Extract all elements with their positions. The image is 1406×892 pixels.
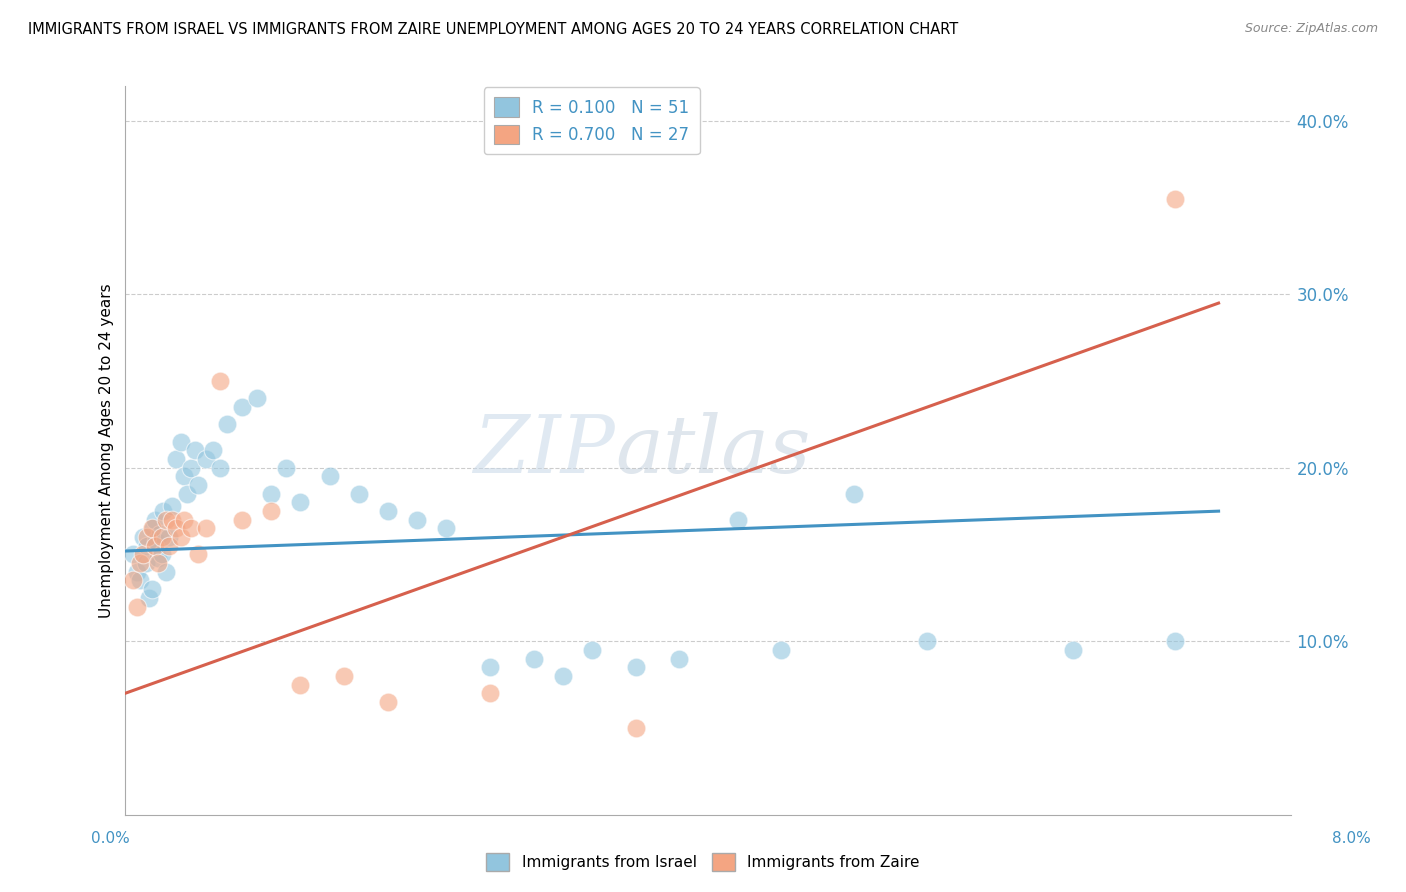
Point: [180, 460, 202, 475]
Point: [170, 530, 193, 544]
Point: [347, 487, 370, 501]
Point: [135, 556, 157, 570]
Point: [157, 530, 180, 544]
Point: [406, 513, 429, 527]
Point: [166, 521, 188, 535]
Point: [121, 548, 143, 562]
Point: [136, 539, 159, 553]
Point: [132, 530, 155, 544]
Point: [194, 452, 217, 467]
Point: [260, 487, 283, 501]
Point: [129, 556, 152, 570]
Point: [173, 513, 195, 527]
Point: [166, 452, 188, 467]
Point: [170, 434, 193, 449]
Legend: Immigrants from Israel, Immigrants from Zaire: Immigrants from Israel, Immigrants from …: [481, 847, 925, 877]
Point: [217, 417, 239, 432]
Text: 8.0%: 8.0%: [1331, 831, 1371, 846]
Point: [129, 574, 152, 588]
Point: [581, 643, 603, 657]
Point: [290, 677, 312, 691]
Point: [246, 392, 269, 406]
Point: [209, 460, 232, 475]
Point: [152, 504, 174, 518]
Point: [155, 565, 177, 579]
Point: [150, 548, 173, 562]
Legend: R = 0.100   N = 51, R = 0.700   N = 27: R = 0.100 N = 51, R = 0.700 N = 27: [484, 87, 700, 154]
Point: [155, 513, 177, 527]
Point: [143, 539, 166, 553]
Text: Source: ZipAtlas.com: Source: ZipAtlas.com: [1244, 22, 1378, 36]
Point: [333, 669, 356, 683]
Point: [434, 521, 457, 535]
Point: [668, 651, 690, 665]
Point: [770, 643, 793, 657]
Text: atlas: atlas: [616, 412, 811, 489]
Point: [173, 469, 195, 483]
Point: [624, 721, 647, 735]
Point: [160, 513, 183, 527]
Text: ZIP: ZIP: [474, 412, 616, 489]
Point: [187, 548, 209, 562]
Point: [138, 591, 160, 605]
Point: [201, 443, 224, 458]
Point: [1164, 634, 1187, 648]
Point: [127, 565, 149, 579]
Point: [231, 400, 253, 414]
Point: [290, 495, 312, 509]
Point: [141, 582, 163, 596]
Point: [522, 651, 544, 665]
Y-axis label: Unemployment Among Ages 20 to 24 years: Unemployment Among Ages 20 to 24 years: [100, 283, 114, 618]
Point: [149, 526, 172, 541]
Point: [1164, 192, 1187, 206]
Point: [209, 374, 232, 388]
Point: [624, 660, 647, 674]
Point: [844, 487, 866, 501]
Point: [377, 504, 399, 518]
Point: [274, 460, 297, 475]
Point: [377, 695, 399, 709]
Point: [136, 530, 159, 544]
Point: [142, 521, 165, 535]
Point: [150, 530, 173, 544]
Point: [478, 660, 501, 674]
Text: IMMIGRANTS FROM ISRAEL VS IMMIGRANTS FROM ZAIRE UNEMPLOYMENT AMONG AGES 20 TO 24: IMMIGRANTS FROM ISRAEL VS IMMIGRANTS FRO…: [28, 22, 959, 37]
Point: [127, 599, 149, 614]
Point: [184, 443, 207, 458]
Point: [132, 548, 155, 562]
Point: [551, 669, 574, 683]
Point: [121, 574, 143, 588]
Point: [478, 686, 501, 700]
Point: [231, 513, 253, 527]
Point: [1062, 643, 1084, 657]
Point: [160, 499, 183, 513]
Point: [146, 556, 169, 570]
Point: [145, 533, 167, 548]
Point: [194, 521, 217, 535]
Point: [187, 478, 209, 492]
Point: [143, 513, 166, 527]
Point: [318, 469, 340, 483]
Text: 0.0%: 0.0%: [91, 831, 131, 846]
Point: [915, 634, 938, 648]
Point: [260, 504, 283, 518]
Point: [176, 487, 198, 501]
Point: [146, 551, 169, 566]
Point: [157, 539, 180, 553]
Point: [727, 513, 749, 527]
Point: [180, 521, 202, 535]
Point: [141, 521, 163, 535]
